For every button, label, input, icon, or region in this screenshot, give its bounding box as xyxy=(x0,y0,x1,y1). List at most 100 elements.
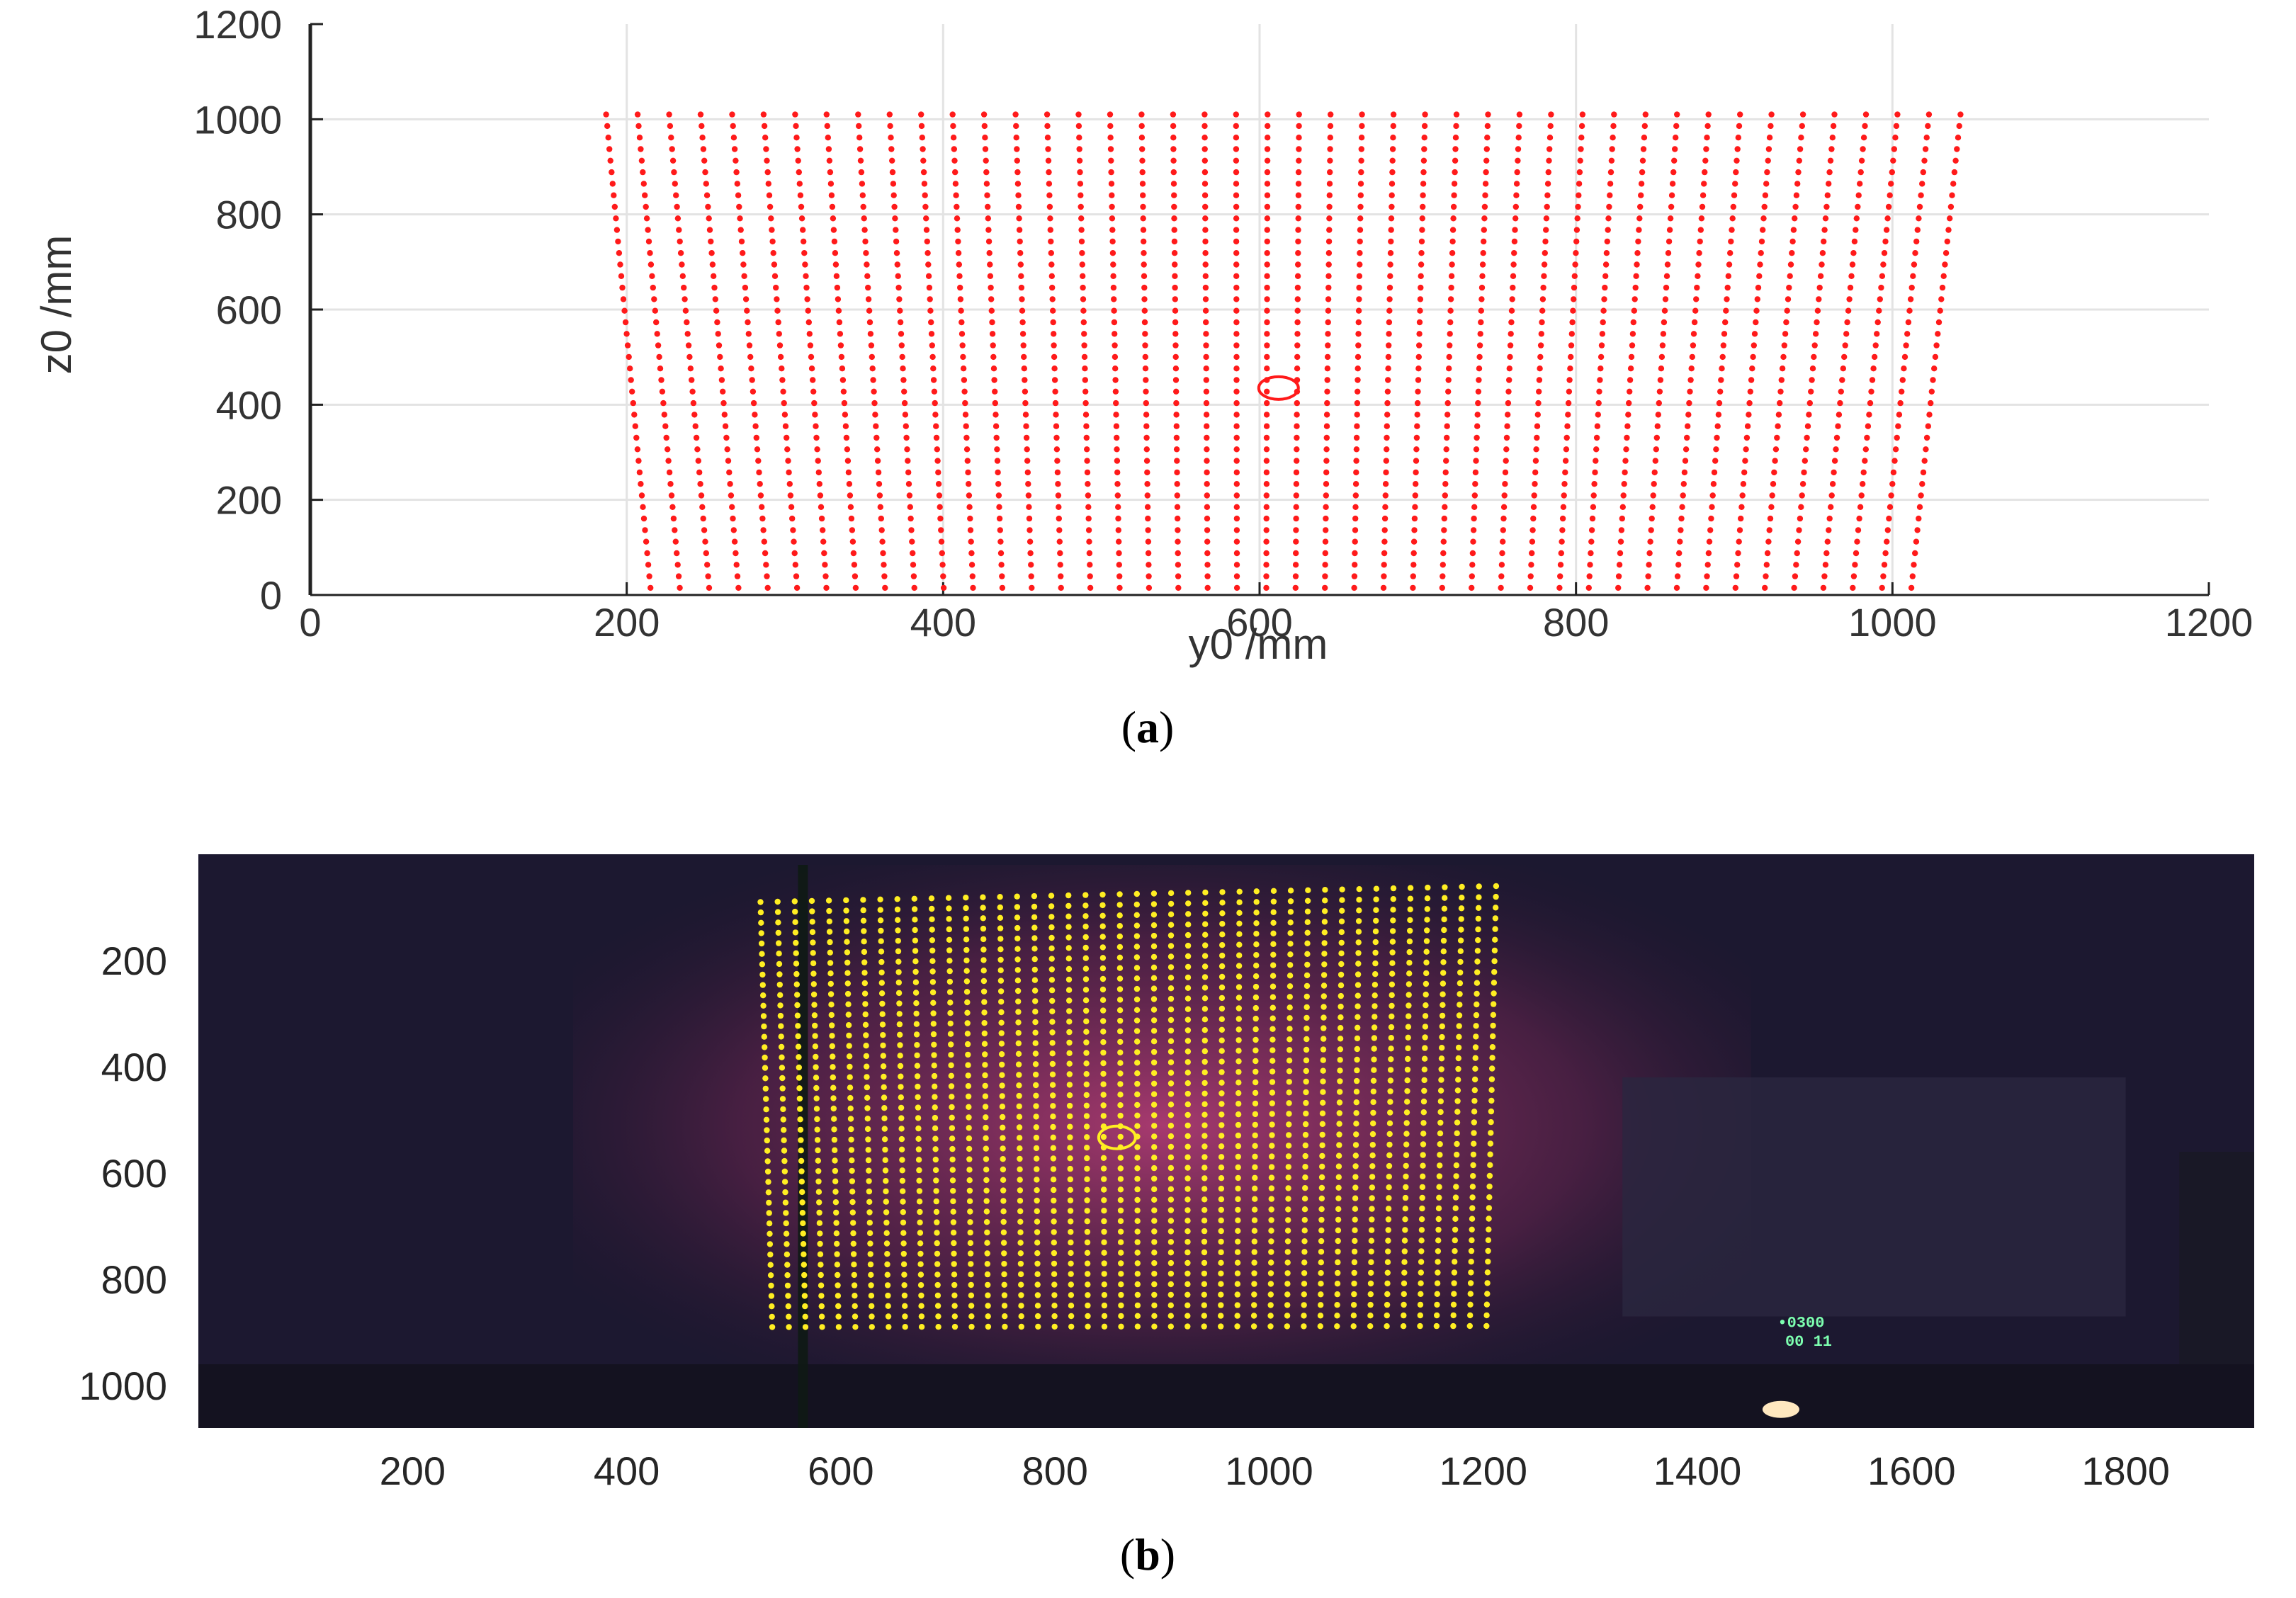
data-point xyxy=(1270,919,1277,926)
data-point xyxy=(669,157,677,164)
data-point xyxy=(912,937,919,944)
data-point xyxy=(1303,982,1311,990)
data-point xyxy=(930,1021,937,1027)
data-point xyxy=(1589,515,1596,522)
data-point xyxy=(809,919,815,925)
data-point xyxy=(1675,562,1682,568)
data-point xyxy=(1358,135,1365,141)
data-point xyxy=(1252,1121,1259,1128)
data-point xyxy=(1888,492,1894,499)
data-point xyxy=(1335,1174,1342,1180)
data-point xyxy=(1018,1303,1024,1309)
data-point xyxy=(1050,1114,1056,1120)
data-point xyxy=(932,1146,939,1152)
data-point xyxy=(1235,963,1243,969)
data-point xyxy=(1133,1017,1141,1024)
data-point xyxy=(1421,1066,1428,1072)
data-point xyxy=(1654,423,1661,429)
data-point xyxy=(983,1187,990,1194)
data-point xyxy=(1268,1196,1275,1202)
data-point xyxy=(1474,958,1481,965)
data-point xyxy=(779,1096,786,1102)
data-point xyxy=(1323,527,1329,533)
data-point xyxy=(1264,169,1271,176)
data-point xyxy=(705,573,711,579)
data-point xyxy=(1323,469,1330,476)
data-point xyxy=(1470,1162,1476,1169)
data-point xyxy=(999,1114,1006,1121)
data-point xyxy=(621,307,628,314)
data-point xyxy=(767,1241,774,1247)
data-point xyxy=(1539,319,1545,326)
data-point xyxy=(1405,1055,1411,1062)
data-point xyxy=(1083,1113,1090,1119)
data-point xyxy=(1184,1059,1192,1065)
data-point xyxy=(1082,913,1089,919)
data-point xyxy=(1269,1121,1275,1128)
data-point xyxy=(1109,203,1115,210)
data-point xyxy=(1303,972,1311,979)
data-point xyxy=(844,928,850,935)
data-point xyxy=(761,123,768,130)
data-point xyxy=(1167,1323,1175,1330)
data-point xyxy=(1252,1047,1259,1054)
data-point xyxy=(1607,181,1614,187)
data-point xyxy=(1611,111,1617,118)
data-point xyxy=(759,971,766,978)
data-point xyxy=(697,481,703,487)
data-point xyxy=(1406,970,1413,977)
data-point xyxy=(831,1126,837,1133)
data-point xyxy=(1422,111,1428,118)
data-point xyxy=(980,978,988,985)
data-point xyxy=(879,1021,886,1028)
data-point xyxy=(1034,1303,1041,1309)
data-point xyxy=(630,400,636,407)
data-point xyxy=(1386,1195,1392,1201)
data-point xyxy=(876,481,883,487)
data-point xyxy=(1083,1092,1090,1099)
data-point xyxy=(1410,573,1417,579)
data-point xyxy=(1167,932,1175,939)
data-point xyxy=(1172,331,1179,337)
data-point xyxy=(1085,1323,1091,1330)
data-point xyxy=(1323,515,1329,522)
data-point xyxy=(1532,469,1539,476)
data-point xyxy=(1672,146,1678,152)
data-point xyxy=(1445,377,1452,383)
data-point xyxy=(1235,1016,1243,1022)
data-point xyxy=(1450,203,1457,210)
data-point xyxy=(1100,1113,1107,1119)
data-point xyxy=(1647,538,1653,545)
data-point xyxy=(1905,319,1912,326)
data-point xyxy=(1764,550,1771,557)
data-point xyxy=(870,377,876,383)
data-point xyxy=(951,1261,957,1267)
data-point xyxy=(776,981,784,988)
data-point xyxy=(985,1323,992,1330)
data-point xyxy=(1234,1323,1240,1330)
data-point xyxy=(965,469,971,476)
data-point xyxy=(1117,1017,1124,1024)
data-point xyxy=(998,1019,1005,1026)
data-point xyxy=(913,1000,920,1007)
data-point xyxy=(1324,366,1331,372)
data-point xyxy=(1401,1280,1408,1286)
data-point xyxy=(1572,261,1578,268)
data-point xyxy=(800,227,806,233)
data-point xyxy=(1033,1103,1039,1109)
data-point xyxy=(1619,515,1625,522)
data-point xyxy=(1479,273,1486,279)
data-point xyxy=(990,366,997,372)
data-point xyxy=(1567,366,1573,372)
data-point xyxy=(1079,250,1085,256)
data-point xyxy=(1339,897,1345,903)
data-point xyxy=(1499,550,1505,557)
data-point xyxy=(1764,169,1770,176)
data-point xyxy=(1652,458,1658,464)
data-point xyxy=(906,492,913,499)
data-point xyxy=(1201,1281,1208,1287)
data-point xyxy=(1172,284,1178,291)
x-tick-label: 200 xyxy=(380,1449,446,1493)
data-point xyxy=(885,1303,891,1309)
data-point xyxy=(1705,550,1712,557)
